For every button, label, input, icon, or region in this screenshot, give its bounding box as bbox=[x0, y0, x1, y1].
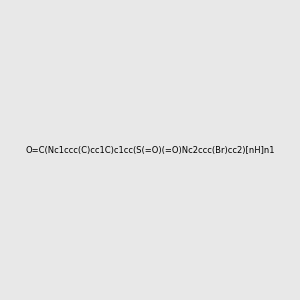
Text: O=C(Nc1ccc(C)cc1C)c1cc(S(=O)(=O)Nc2ccc(Br)cc2)[nH]n1: O=C(Nc1ccc(C)cc1C)c1cc(S(=O)(=O)Nc2ccc(B… bbox=[25, 146, 275, 154]
